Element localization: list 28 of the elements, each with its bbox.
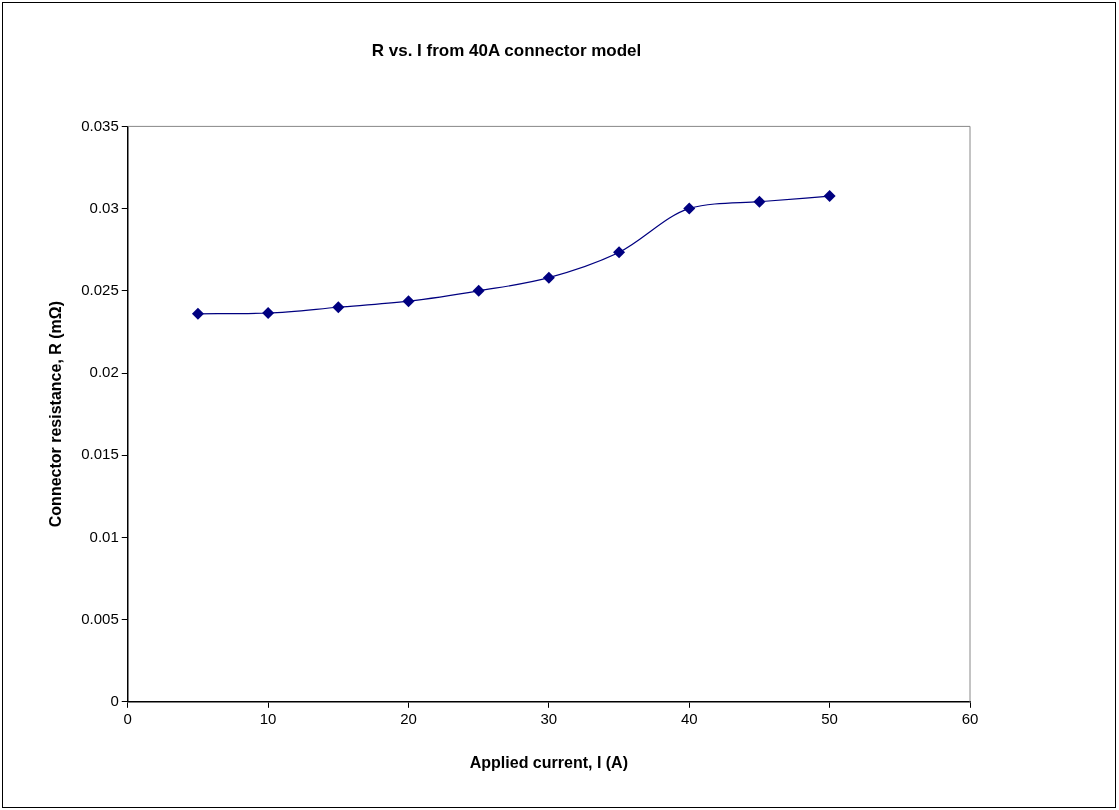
y-tick-label: 0.035 bbox=[81, 116, 119, 134]
chart-title: R vs. I from 40A connector model bbox=[371, 40, 642, 60]
x-tick-label: 40 bbox=[680, 709, 698, 727]
y-tick-label: 0.005 bbox=[81, 609, 119, 627]
point bbox=[542, 271, 555, 284]
y-tick-label: 0 bbox=[110, 691, 119, 709]
y-tick-label: 0.015 bbox=[81, 445, 119, 463]
point bbox=[402, 295, 415, 308]
point bbox=[472, 284, 485, 297]
point bbox=[262, 306, 275, 319]
x-axis-title: Applied current, I (A) bbox=[469, 753, 628, 771]
point bbox=[823, 190, 836, 203]
point bbox=[332, 301, 345, 314]
x-tick-label: 30 bbox=[540, 709, 558, 727]
y-tick-label: 0.02 bbox=[89, 363, 119, 381]
y-tick-label: 0.01 bbox=[89, 527, 119, 545]
y-tick-label: 0.03 bbox=[89, 198, 119, 216]
point bbox=[683, 202, 696, 215]
x-tick-label: 10 bbox=[259, 709, 277, 727]
point bbox=[753, 195, 766, 208]
point bbox=[613, 246, 626, 259]
y-axis-title: Connector resistance, R (mΩ) bbox=[47, 300, 65, 528]
y-tick-label: 0.025 bbox=[81, 280, 119, 298]
point bbox=[191, 307, 204, 320]
x-tick-label: 50 bbox=[821, 709, 838, 727]
x-tick-label: 0 bbox=[123, 709, 132, 727]
x-tick-label: 60 bbox=[961, 709, 979, 727]
x-tick-label: 20 bbox=[400, 709, 417, 727]
